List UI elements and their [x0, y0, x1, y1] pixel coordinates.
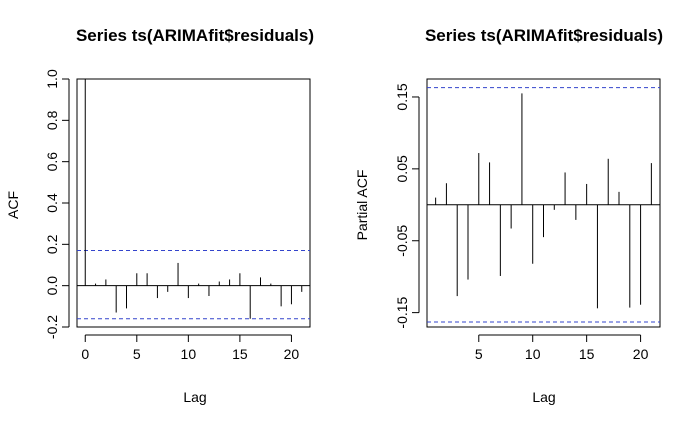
acf-x-tick-label: 10 [181, 346, 197, 362]
acf-y-tick-label: 0.4 [44, 193, 60, 213]
acf-y-tick-label: 0.8 [44, 110, 60, 130]
pacf-x-tick-label: 5 [475, 346, 483, 362]
acf-y-tick-label: 0.6 [44, 152, 60, 172]
pacf-x-tick-label: 15 [579, 346, 595, 362]
acf-y-tick-label: 0.0 [44, 276, 60, 296]
acf-y-tick-label: 1.0 [44, 69, 60, 89]
pacf-y-tick-label: 0.15 [394, 83, 410, 110]
acf-x-tick-label: 15 [232, 346, 248, 362]
pacf-x-axis-label: Lag [532, 389, 555, 405]
pacf-y-axis-label: Partial ACF [354, 170, 370, 241]
pacf-marks: 5 10 15 20 -0.15 -0.05 0.05 0.15 [394, 78, 661, 362]
acf-x-axis-label: Lag [183, 389, 206, 405]
acf-chart-title: Series ts(ARIMAfit$residuals) [76, 26, 314, 45]
pacf-x-tick-label: 10 [525, 346, 541, 362]
pacf-chart-title: Series ts(ARIMAfit$residuals) [425, 26, 663, 45]
acf-x-tick-label: 20 [284, 346, 300, 362]
acf-y-axis-label: ACF [5, 191, 21, 219]
pacf-y-tick-label: 0.05 [394, 155, 410, 182]
acf-y-tick-label: 0.2 [44, 234, 60, 254]
acf-plot-frame [76, 78, 311, 328]
pacf-x-tick-label: 20 [633, 346, 649, 362]
acf-panel: Series ts(ARIMAfit$residuals) Lag ACF 0 5… [5, 26, 314, 405]
acf-x-tick-label: 5 [133, 346, 141, 362]
pacf-y-tick-label: -0.15 [394, 296, 410, 328]
acf-marks: 0 5 10 15 20 -0.2 0.0 0.2 0.4 0.6 0.8 1.0 [44, 69, 311, 362]
pacf-panel: Series ts(ARIMAfit$residuals) Lag Partia… [354, 26, 663, 405]
pacf-plot-frame [426, 78, 661, 328]
pacf-y-tick-label: -0.05 [394, 225, 410, 257]
acf-y-tick-label: -0.2 [44, 315, 60, 339]
acf-x-tick-label: 0 [81, 346, 89, 362]
